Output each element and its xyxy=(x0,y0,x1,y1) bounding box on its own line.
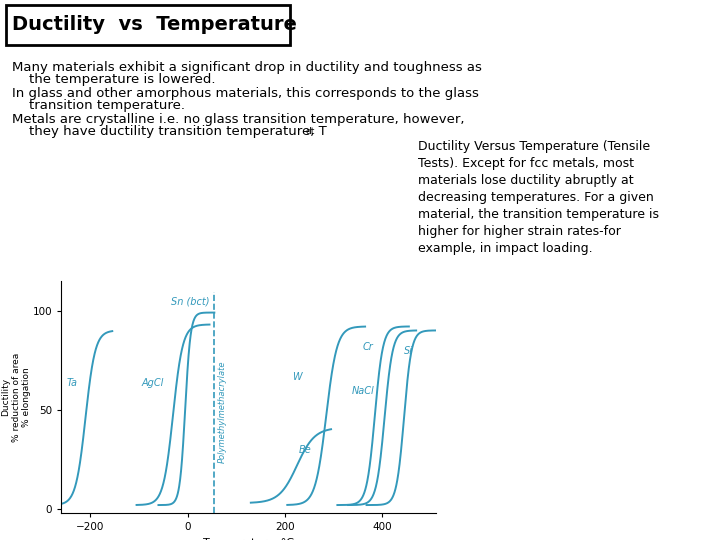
Text: they have ductility transition temperature, T: they have ductility transition temperatu… xyxy=(12,125,327,138)
FancyBboxPatch shape xyxy=(6,5,290,45)
X-axis label: Temperature, °C: Temperature, °C xyxy=(203,538,294,540)
Text: AgCl: AgCl xyxy=(141,378,164,388)
Text: Ductility Versus Temperature (Tensile
Tests). Except for fcc metals, most
materi: Ductility Versus Temperature (Tensile Te… xyxy=(418,140,659,255)
Text: Polymethylmethacrylate: Polymethylmethacrylate xyxy=(217,360,227,463)
Text: Metals are crystalline i.e. no glass transition temperature, however,: Metals are crystalline i.e. no glass tra… xyxy=(12,113,464,126)
Text: dt: dt xyxy=(305,127,315,136)
Text: Si: Si xyxy=(404,346,413,356)
Text: W: W xyxy=(292,372,302,382)
Text: Ductility  vs  Temperature: Ductility vs Temperature xyxy=(12,16,297,35)
Text: Cr: Cr xyxy=(363,342,374,352)
Text: Be: Be xyxy=(299,446,311,455)
Text: In glass and other amorphous materials, this corresponds to the glass: In glass and other amorphous materials, … xyxy=(12,87,479,100)
Text: the temperature is lowered.: the temperature is lowered. xyxy=(12,73,215,86)
Text: Sn (bct): Sn (bct) xyxy=(171,296,209,307)
Text: transition temperature.: transition temperature. xyxy=(12,99,185,112)
Y-axis label: Ductility
% reduction of area
% elongation: Ductility % reduction of area % elongati… xyxy=(1,352,31,442)
Text: Ta: Ta xyxy=(67,378,78,388)
Text: Many materials exhibit a significant drop in ductility and toughness as: Many materials exhibit a significant dro… xyxy=(12,61,482,74)
Text: NaCl: NaCl xyxy=(352,386,374,396)
